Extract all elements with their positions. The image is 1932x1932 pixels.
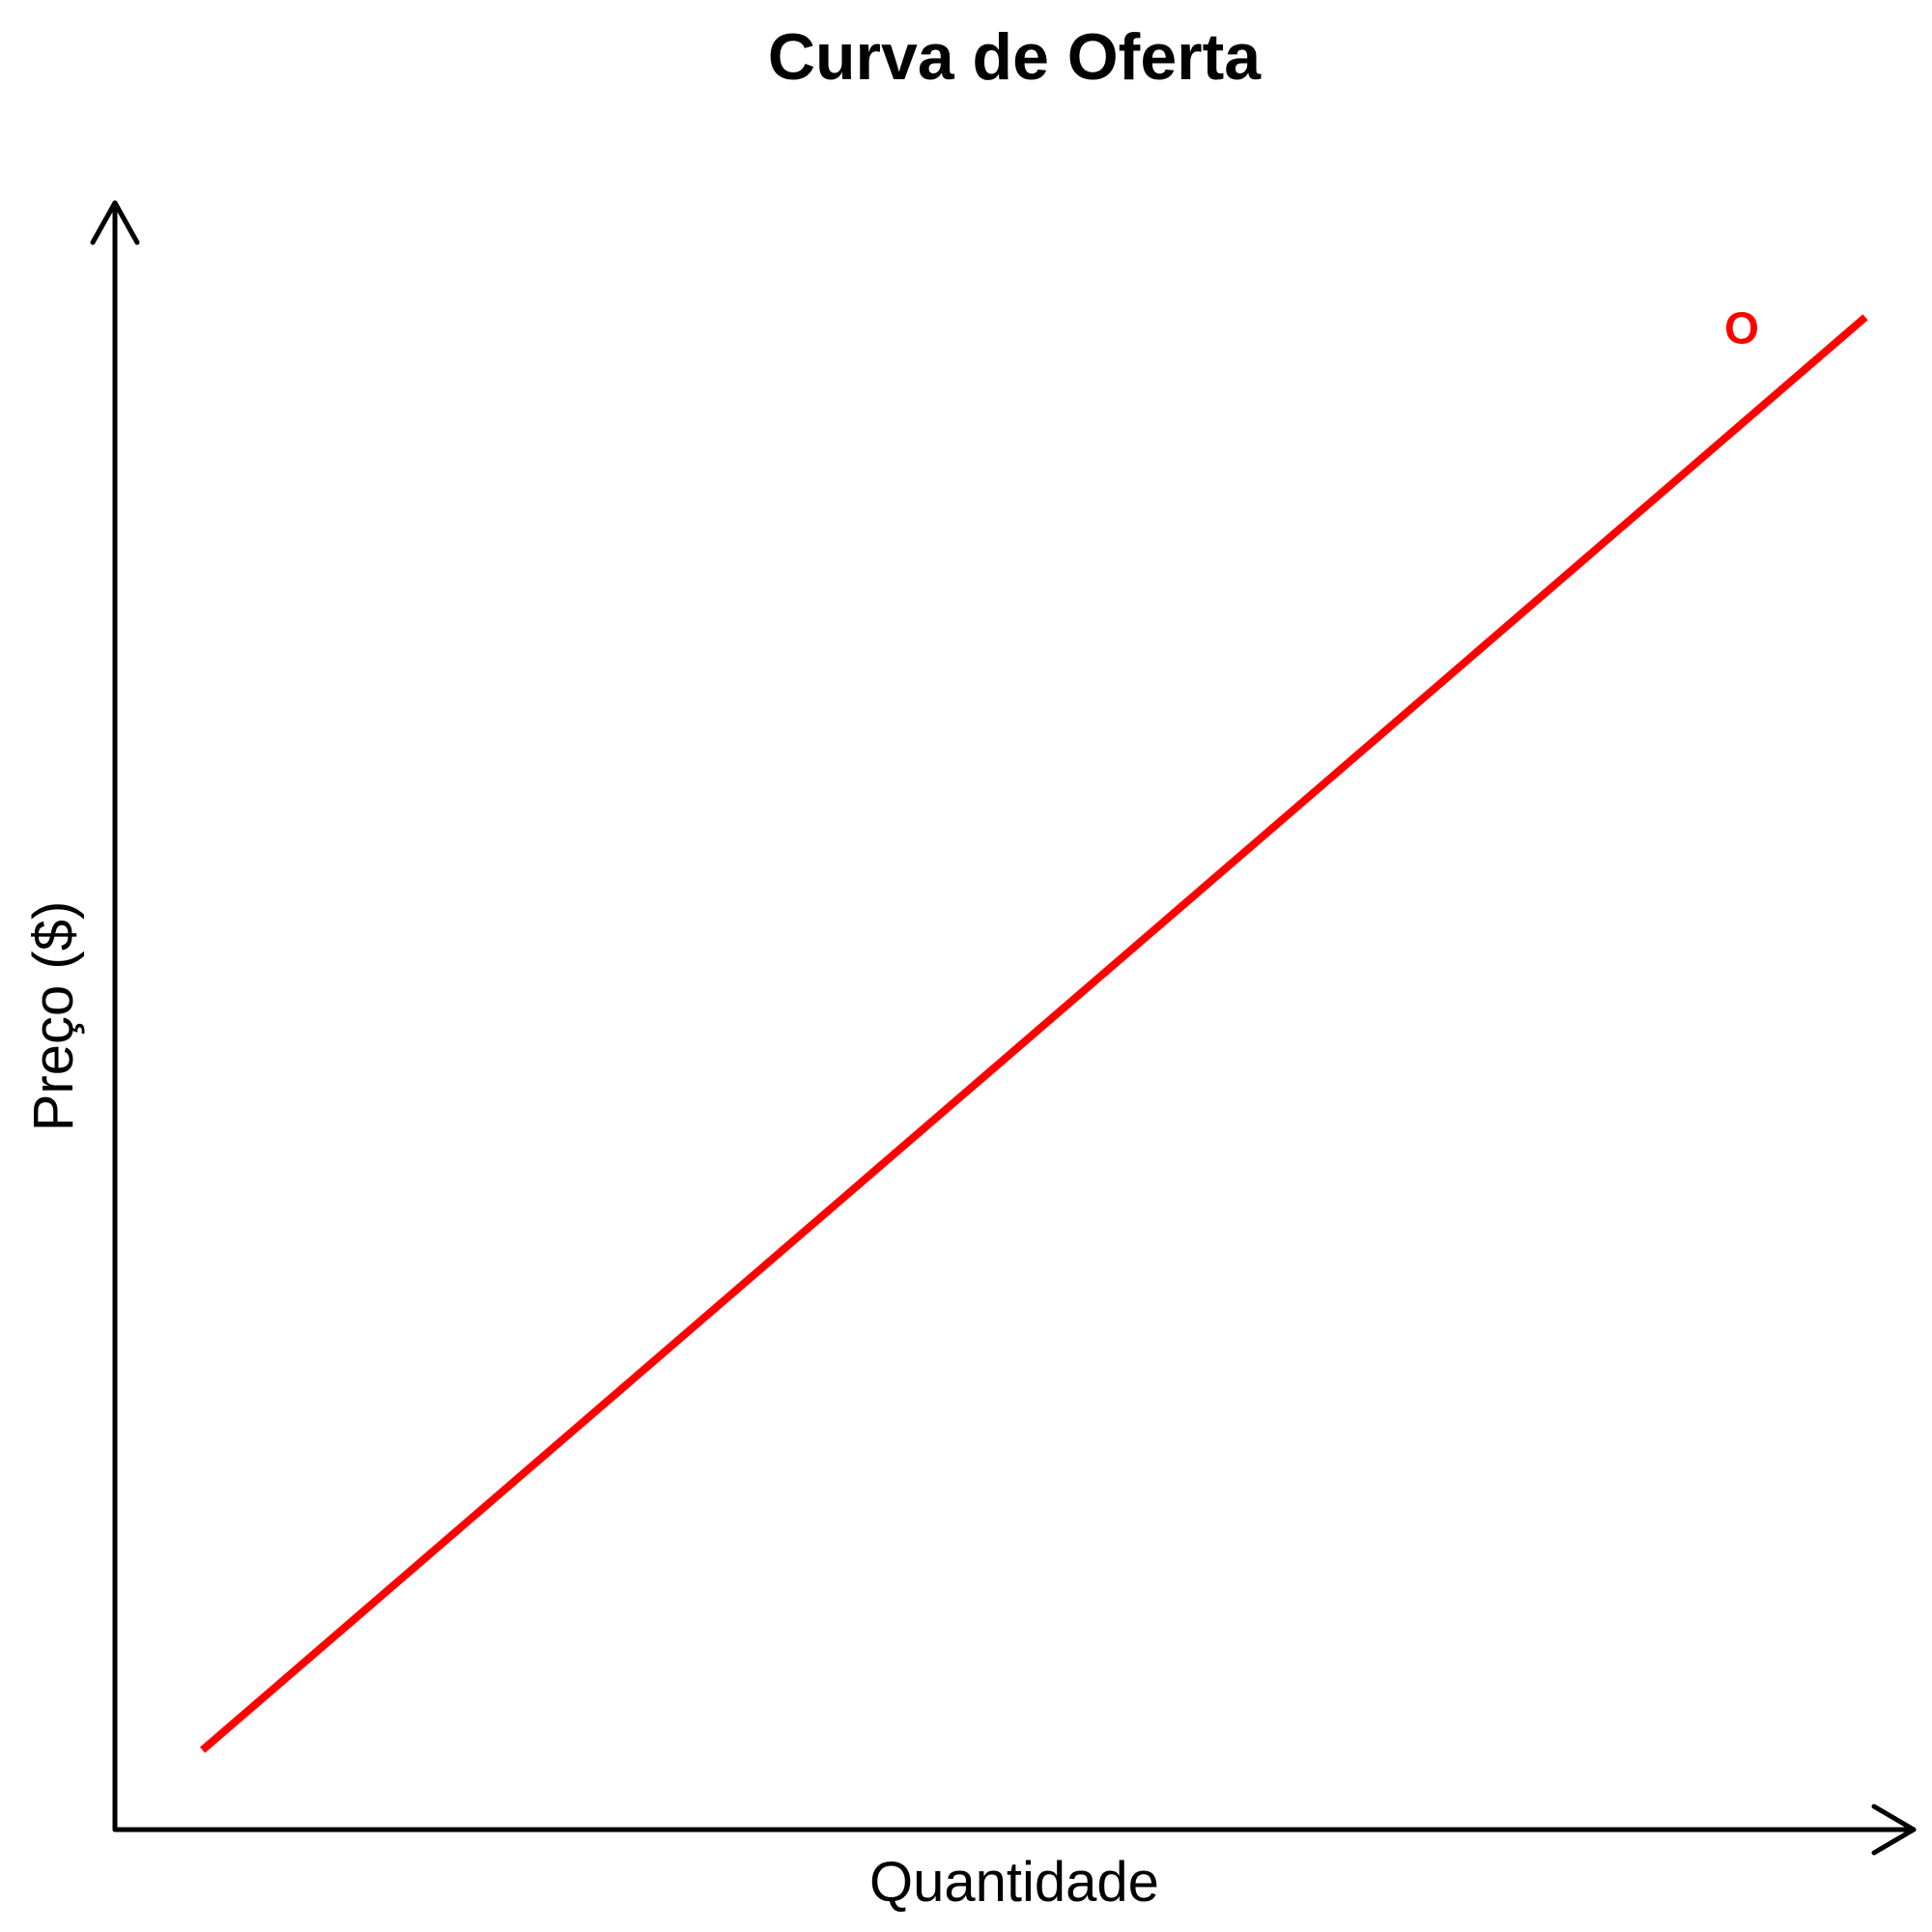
series-layer: O bbox=[199, 302, 1868, 1753]
x-axis-arrowhead bbox=[1871, 1804, 1917, 1856]
y-axis-arrowhead bbox=[90, 200, 140, 245]
chart-title: Curva de Oferta bbox=[768, 20, 1262, 94]
x-axis-label: Quantidade bbox=[869, 1851, 1159, 1914]
axes bbox=[90, 200, 1917, 1856]
y-axis-label: Preço ($) bbox=[22, 901, 85, 1132]
supply-curve-label: O bbox=[1724, 302, 1759, 353]
supply-curve-line bbox=[199, 314, 1868, 1753]
